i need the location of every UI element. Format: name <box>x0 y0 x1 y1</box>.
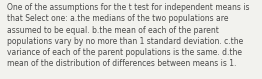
Text: One of the assumptions for the t test for independent means is
that Select one: : One of the assumptions for the t test fo… <box>7 3 249 68</box>
